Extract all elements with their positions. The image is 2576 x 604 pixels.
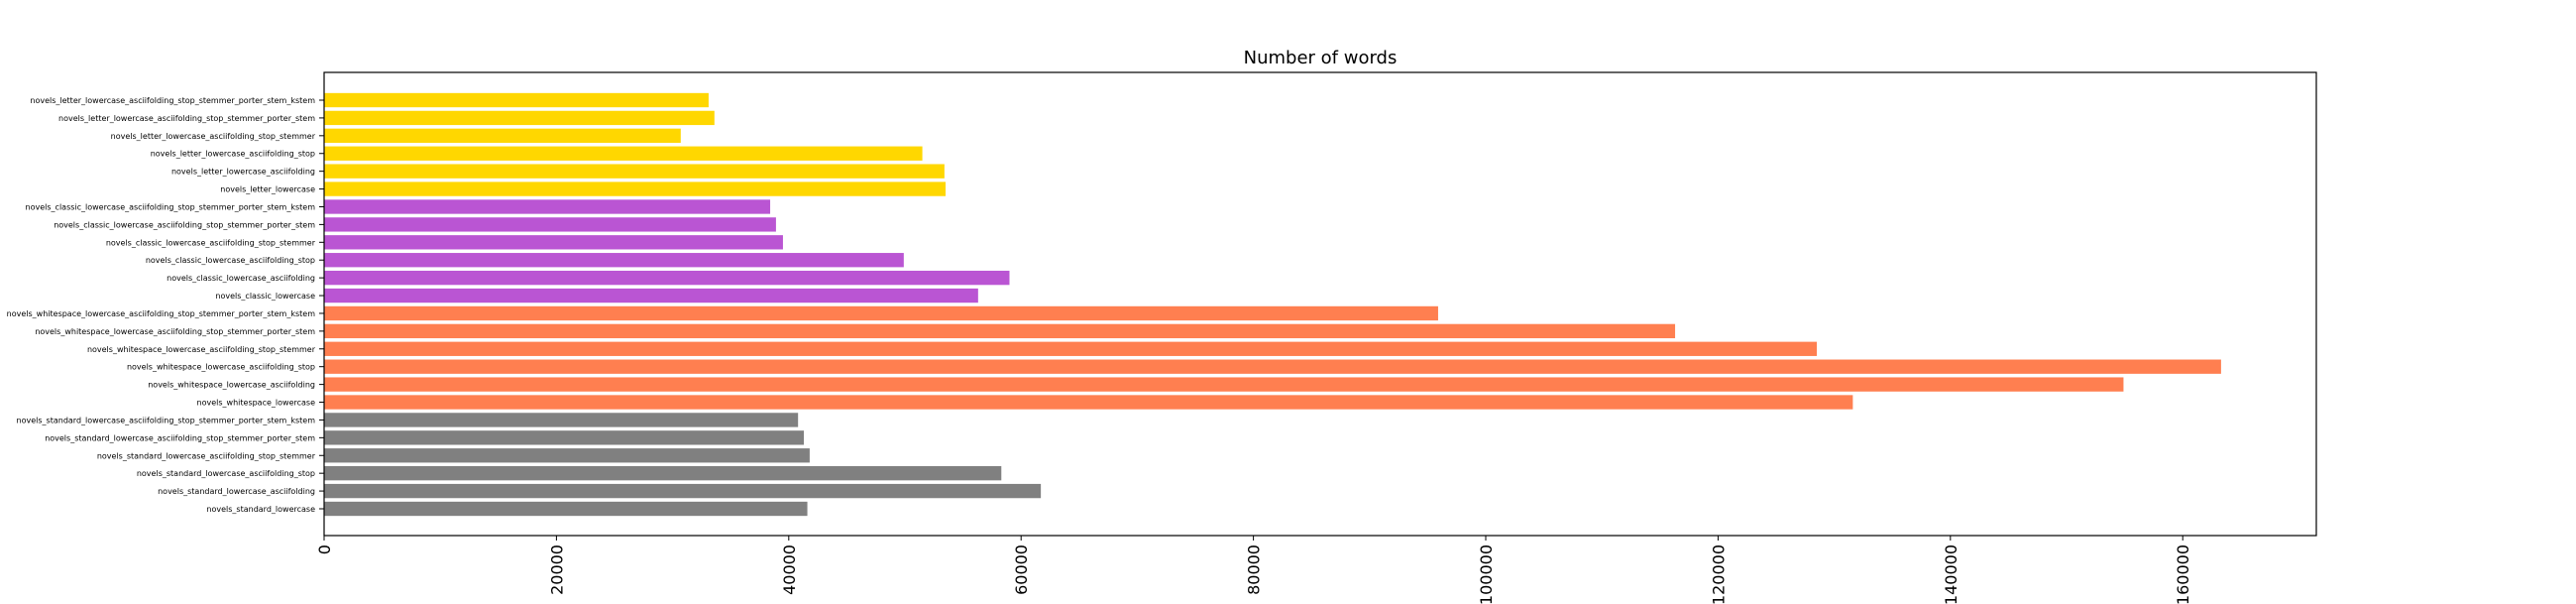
bar-novels_standard_lowercase_asciifolding_stop [324,466,1002,481]
bar-novels_standard_lowercase_asciifolding_stop_stemmer_porter_stem [324,430,805,445]
bar-novels_whitespace_lowercase_asciifolding [324,377,2124,392]
plot-area-frame [323,71,2317,537]
y-tick-label: novels_classic_lowercase_asciifolding_st… [106,238,316,247]
chart-title: Number of words [1244,48,1398,68]
y-tick-label: novels_letter_lowercase_asciifolding_sto… [111,132,316,141]
x-tick-label: 80000 [1245,544,1264,595]
bar-novels_whitespace_lowercase_asciifolding_stop [324,359,2221,374]
x-tick-label: 0 [315,544,334,554]
bar-novels_classic_lowercase_asciifolding_stop_stemmer_porter_stem [324,217,776,232]
bar-novels_standard_lowercase [324,501,808,517]
bar-novels_whitespace_lowercase [324,395,1853,410]
bar-novels_classic_lowercase_asciifolding_stop [324,253,904,268]
bar-novels_classic_lowercase_asciifolding_stop_stemmer [324,235,783,250]
y-tick-label: novels_whitespace_lowercase_asciifolding [148,381,315,390]
y-tick-label: novels_standard_lowercase_asciifolding_s… [137,469,315,478]
bar-novels_whitespace_lowercase_asciifolding_stop_stemmer_porter_stem [324,323,1676,339]
y-axis: novels_standard_lowercase novels_standard… [7,96,324,514]
bar-novels_standard_lowercase_asciifolding_stop_stemmer [324,448,810,463]
x-tick-label: 160000 [2174,544,2192,604]
x-tick-label: 100000 [1477,544,1496,604]
y-tick-label: novels_classic_lowercase_asciifolding_st… [26,202,316,211]
y-tick-label: novels_letter_lowercase_asciifolding [171,168,315,177]
y-tick-label: novels_letter_lowercase_asciifolding_sto… [151,150,315,159]
x-tick-label: 60000 [1012,544,1031,595]
y-tick-label: novels_letter_lowercase [220,185,315,194]
bar-novels_whitespace_lowercase_asciifolding_stop_stemmer_porter_stem_kstem [324,305,1438,321]
x-tick-label: 20000 [547,544,566,595]
y-tick-label: novels_classic_lowercase [215,292,315,301]
bar-novels_letter_lowercase_asciifolding_stop_stemmer_porter_stem_kstem [324,92,709,108]
y-tick-label: novels_whitespace_lowercase_asciifolding… [127,363,315,372]
y-tick-label: novels_standard_lowercase_asciifolding_s… [17,416,316,424]
bar-novels_standard_lowercase_asciifolding_stop_stemmer_porter_stem_kstem [324,413,799,427]
bar-novels_whitespace_lowercase_asciifolding_stop_stemmer [324,341,1818,356]
bar-novels_classic_lowercase_asciifolding_stop_stemmer_porter_stem_kstem [324,199,771,214]
y-tick-label: novels_standard_lowercase_asciifolding [158,487,315,496]
bar-novels_classic_lowercase [324,288,978,303]
bar-novels_letter_lowercase [324,181,947,196]
bar-novels_letter_lowercase_asciifolding_stop [324,146,923,161]
y-tick-label: novels_classic_lowercase_asciifolding [167,274,315,283]
x-tick-label: 120000 [1709,544,1728,604]
y-tick-label: novels_whitespace_lowercase_asciifolding… [7,309,316,318]
bar-novels_letter_lowercase_asciifolding [324,164,945,179]
bar-novels_classic_lowercase_asciifolding [324,270,1010,286]
bar-novels_standard_lowercase_asciifolding [324,483,1042,499]
bars-layer [324,92,2221,517]
y-tick-label: novels_whitespace_lowercase [197,399,316,408]
y-tick-label: novels_standard_lowercase_asciifolding_s… [97,451,316,460]
x-tick-label: 40000 [780,544,799,595]
bar-novels_letter_lowercase_asciifolding_stop_stemmer_porter_stem [324,110,715,126]
y-tick-label: novels_letter_lowercase_asciifolding_sto… [58,114,315,123]
x-tick-label: 140000 [1942,544,1960,604]
y-tick-label: novels_letter_lowercase_asciifolding_sto… [30,96,315,105]
bar-novels_letter_lowercase_asciifolding_stop_stemmer [324,128,681,143]
y-tick-label: novels_whitespace_lowercase_asciifolding… [35,327,315,336]
y-tick-label: novels_classic_lowercase_asciifolding_st… [54,220,315,229]
y-tick-label: novels_standard_lowercase [206,505,315,514]
y-tick-label: novels_whitespace_lowercase_asciifolding… [87,345,316,354]
y-tick-label: novels_standard_lowercase_asciifolding_s… [45,433,315,442]
y-tick-label: novels_classic_lowercase_asciifolding_st… [146,256,315,265]
x-axis: 0 20000 40000 60000 80000 100000 120000 140000 1… [315,536,2192,604]
